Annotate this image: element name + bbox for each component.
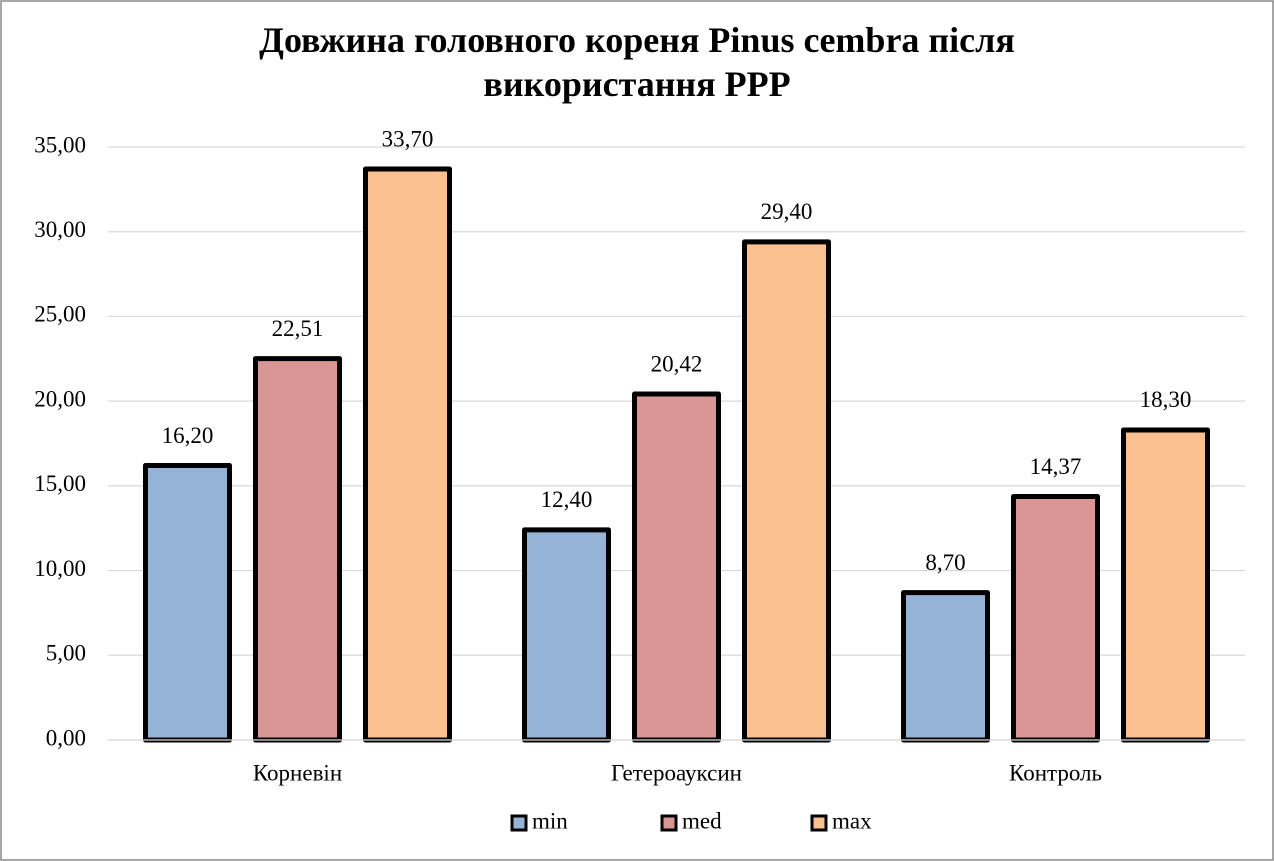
- bar: [253, 356, 342, 743]
- legend-label: max: [832, 808, 872, 833]
- data-label: 14,37: [1030, 454, 1082, 479]
- y-tick-label: 5,00: [46, 641, 86, 666]
- data-label: 8,70: [925, 550, 965, 575]
- chart-title: Довжина головного кореня Pinus cembra пі…: [259, 20, 1015, 104]
- bar: [522, 527, 611, 743]
- x-tick-label: Контроль: [1009, 760, 1102, 785]
- data-label: 22,51: [272, 316, 324, 341]
- y-tick-label: 0,00: [46, 725, 86, 750]
- title-box: Довжина головного кореня Pinus cembra пі…: [0, 18, 1274, 106]
- y-tick-label: 25,00: [34, 302, 86, 327]
- bar: [363, 166, 452, 743]
- y-tick-label: 20,00: [34, 386, 86, 411]
- bar: [1121, 427, 1210, 743]
- y-tick-label: 10,00: [34, 556, 86, 581]
- data-label: 18,30: [1140, 387, 1192, 412]
- data-label: 12,40: [541, 487, 593, 512]
- y-tick-label: 15,00: [34, 471, 86, 496]
- y-tick-label: 30,00: [34, 217, 86, 242]
- x-tick-label: Корневін: [253, 760, 342, 785]
- bar: [742, 239, 831, 743]
- data-label: 20,42: [651, 351, 703, 376]
- y-tick-label: 35,00: [34, 132, 86, 157]
- legend-label: med: [682, 808, 722, 833]
- data-label: 33,70: [382, 126, 434, 151]
- data-label: 29,40: [761, 199, 813, 224]
- legend-swatch: [660, 814, 678, 832]
- bar: [1011, 494, 1100, 743]
- bar: [143, 463, 232, 743]
- bar: [901, 590, 990, 743]
- legend-swatch: [510, 814, 528, 832]
- data-label: 16,20: [162, 423, 214, 448]
- bar: [632, 391, 721, 743]
- legend-label: min: [532, 808, 568, 833]
- x-tick-label: Гетероауксин: [611, 760, 742, 785]
- legend-swatch: [810, 814, 828, 832]
